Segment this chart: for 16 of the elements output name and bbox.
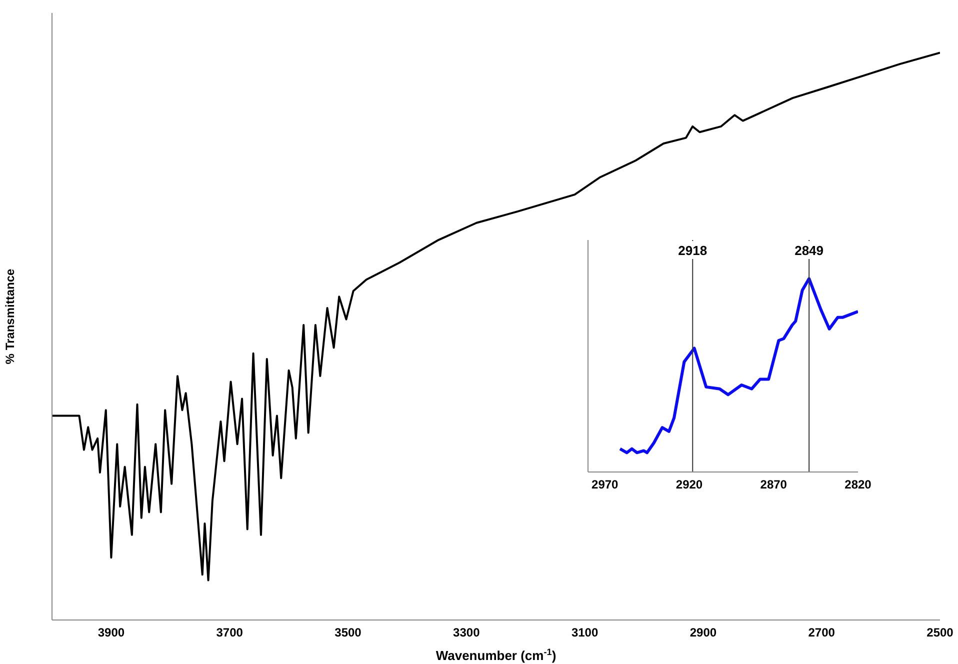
x-tick-label: 3700 [216, 626, 244, 640]
x-axis-title: Wavenumber (cm$^{-1}$) [436, 647, 556, 663]
x-tick-label: 2820 [844, 478, 872, 492]
ref-line-label: 2918 [678, 243, 708, 258]
x-tick-label: 2970 [592, 478, 619, 492]
x-tick-label: 2870 [760, 478, 788, 492]
x-tick-label: 2700 [808, 626, 836, 640]
x-tick-label: 2500 [926, 626, 954, 640]
x-tick-label: 3900 [98, 626, 125, 640]
x-tick-label: 2920 [676, 478, 703, 492]
x-tick-label: 2900 [690, 626, 717, 640]
ref-line-label: 2849 [794, 243, 824, 258]
x-tick-label: 3100 [571, 626, 598, 640]
x-tick-label: 3500 [334, 626, 362, 640]
y-axis-title: % Transmittance [3, 268, 17, 364]
x-tick-label: 3300 [453, 626, 480, 640]
